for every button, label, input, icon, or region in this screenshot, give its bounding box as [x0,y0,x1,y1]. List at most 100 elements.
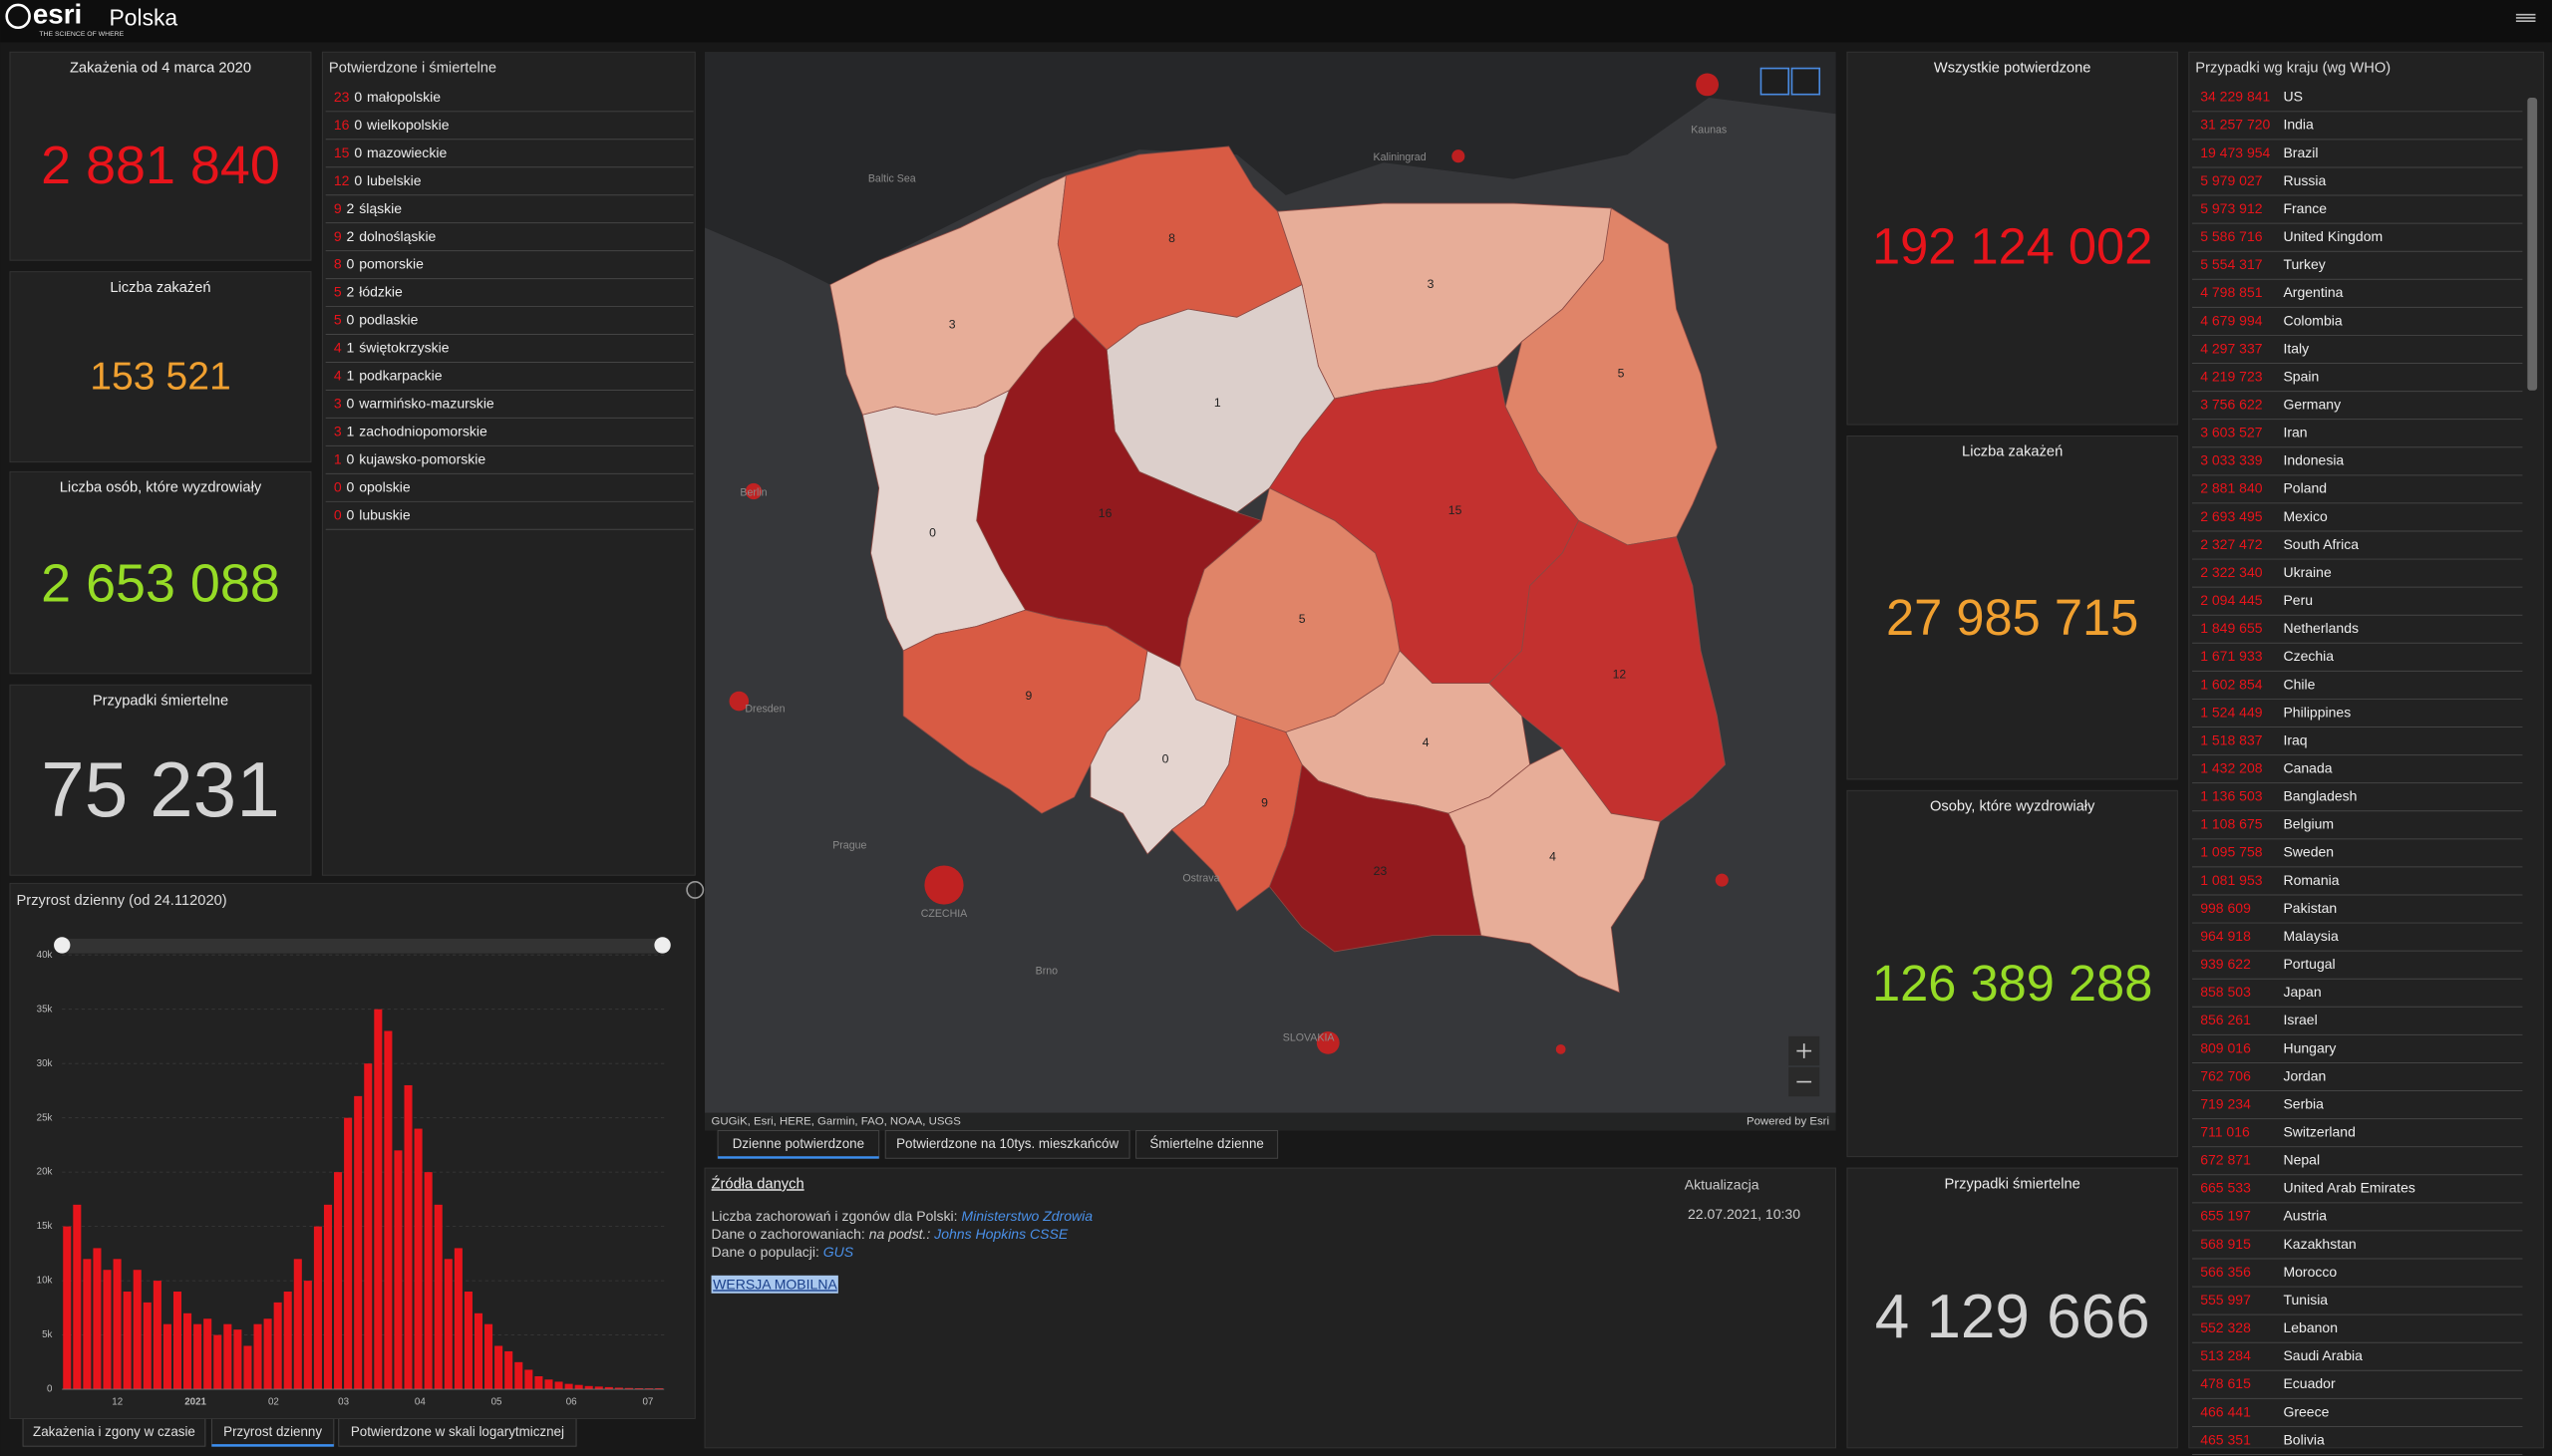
map-button[interactable] [1790,67,1821,96]
tab-label[interactable]: Zakażenia i zgony w czasie [33,1424,195,1439]
bar [334,1172,343,1390]
country-value: 858 503 [2200,984,2251,1000]
tab[interactable] [1135,1130,1279,1159]
map-place: Kaliningrad [1374,151,1427,163]
region-name: podkarpackie [359,367,443,383]
tab-label[interactable]: Przyrost dzienny [223,1424,322,1439]
mobile-link[interactable]: WERSJA MOBILNA [713,1276,837,1292]
region-confirmed: 16 [334,117,350,133]
country-name: Saudi Arabia [2283,1347,2363,1363]
region-row: 8 0 pomorskie [334,255,424,271]
source-text: Liczba zachorowań i zgonów dla Polski: [712,1208,962,1224]
bar [162,1323,171,1390]
bar [344,1117,353,1390]
stat-title: Liczba osób, które wyzdrowiały [60,480,262,496]
country-value: 762 706 [2200,1067,2251,1083]
update-value: 22.07.2021, 10:30 [1688,1206,1800,1222]
country-value: 2 327 472 [2200,536,2263,552]
region-row: 23 0 małopolskie [334,89,441,105]
source-link[interactable]: Johns Hopkins CSSE [933,1226,1069,1242]
region-name: opolskie [359,478,411,494]
voivodeship[interactable] [1090,650,1238,855]
country-name: Belgium [2283,816,2334,832]
map-label: 0 [1162,752,1169,766]
tab-label[interactable]: Dzienne potwierdzone [733,1136,864,1151]
case-bubble [1696,73,1720,97]
region-deaths: 0 [347,255,355,271]
country-value: 4 297 337 [2200,340,2263,356]
bar [63,1226,72,1390]
source-text: Dane o populacji: [712,1244,823,1260]
tab[interactable] [884,1130,1130,1159]
voivodeship[interactable] [1447,747,1661,994]
country-value: 1 671 933 [2200,648,2263,664]
country-value: 711 016 [2200,1124,2250,1140]
voivodeship[interactable] [1269,763,1482,953]
region-confirmed: 8 [334,255,342,271]
country-value: 809 016 [2200,1039,2251,1055]
stat-value: 126 389 288 [1872,955,2152,1012]
stat-panel [1846,51,2178,426]
chart-expand[interactable] [686,880,705,899]
region-name: lubelskie [367,172,422,188]
bar [504,1350,513,1390]
country-value: 665 533 [2200,1180,2251,1196]
country-value: 5 979 027 [2200,172,2263,188]
source-link[interactable]: GUS [823,1244,854,1260]
country-value: 1 849 655 [2200,620,2263,636]
bar [544,1379,553,1390]
voivodeship[interactable] [861,389,1027,652]
country-name: Ecuador [2283,1375,2336,1391]
tab[interactable] [717,1130,880,1159]
sources-title[interactable]: Źródła danych [712,1175,804,1192]
x-tick-label: 03 [338,1397,349,1408]
country-value: 4 679 994 [2200,312,2263,328]
range-handle[interactable] [654,937,671,954]
source-link[interactable]: Ministerstwo Zdrowia [961,1208,1093,1224]
region-row: 0 0 opolskie [334,478,411,494]
map-place: Dresden [745,704,785,716]
country-name: Germany [2283,396,2341,412]
logo-tagline: THE SCIENCE OF WHERE [39,31,124,38]
bar [364,1063,373,1390]
bar [193,1323,202,1390]
region-row: 3 0 warmińsko-mazurskie [334,395,494,411]
bar [434,1204,443,1390]
region-name: świętokrzyskie [359,339,450,355]
country-value: 2 094 445 [2200,592,2263,608]
bar [233,1329,242,1390]
country-name: Switzerland [2283,1124,2355,1140]
tab-label[interactable]: Potwierdzone w skali logarytmicznej [351,1424,564,1439]
bar [394,1150,403,1390]
bar [213,1334,222,1390]
tab[interactable] [338,1417,577,1447]
chart-title: Przyrost dzienny (od 24.112020) [17,893,227,909]
tab-label[interactable]: Potwierdzone na 10tys. mieszkańców [896,1136,1118,1151]
country-value: 465 351 [2200,1431,2251,1447]
tab-label[interactable]: Śmiertelne dzienne [1149,1136,1264,1151]
region-confirmed: 0 [334,506,342,522]
country-name: Pakistan [2283,900,2337,916]
region-deaths: 1 [347,367,355,383]
country-name: Brazil [2283,145,2318,160]
region-deaths: 0 [347,506,355,522]
country-value: 34 229 841 [2200,89,2270,105]
map-button[interactable] [1759,67,1790,96]
source-line: Liczba zachorowań i zgonów dla Polski: M… [712,1208,1094,1224]
map-label: 0 [929,526,936,540]
range-handle[interactable] [54,937,71,954]
bar [143,1302,152,1390]
scrollbar-thumb[interactable] [2527,97,2538,391]
region-deaths: 0 [347,395,355,411]
x-tick-label: 04 [415,1397,426,1408]
bar [594,1386,603,1390]
tab[interactable] [22,1417,206,1447]
country-name: Iraq [2283,731,2307,747]
country-name: Sweden [2283,844,2334,860]
country-value: 719 234 [2200,1095,2251,1111]
map-label: 5 [1299,612,1306,626]
region-deaths: 2 [347,283,355,299]
country-name: South Africa [2283,536,2359,552]
stat-panel [9,684,312,876]
